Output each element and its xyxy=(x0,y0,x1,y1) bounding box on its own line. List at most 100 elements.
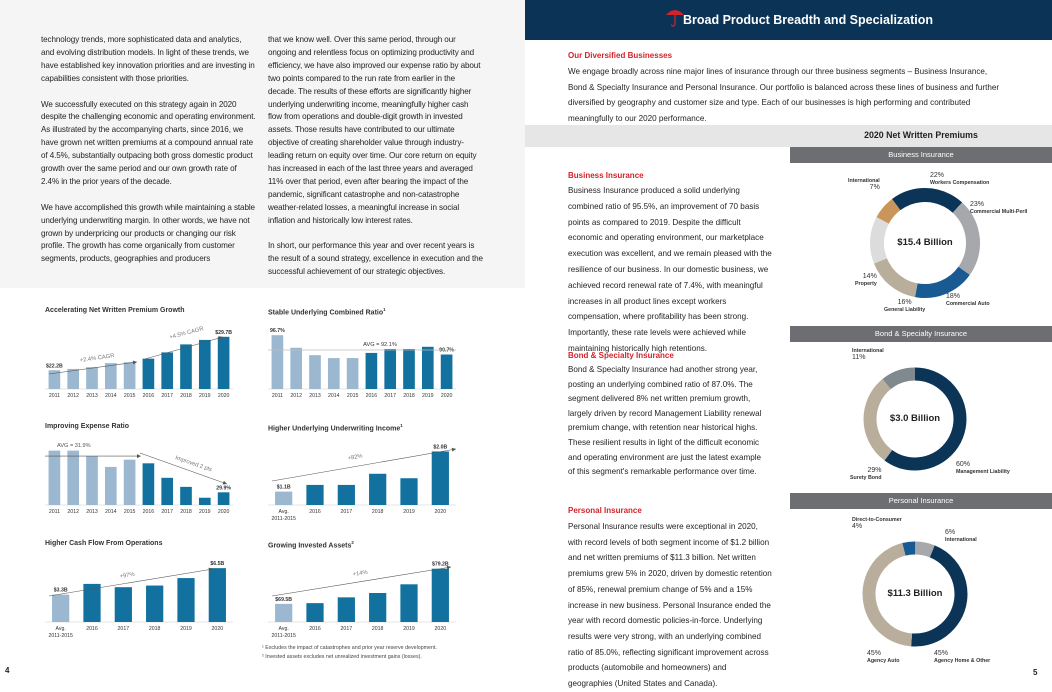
chart-title-text: Growing Invested Assets xyxy=(268,542,352,550)
arrowhead xyxy=(451,447,456,452)
tick-label: 2020 xyxy=(212,626,224,632)
donut-label: International 11% xyxy=(852,348,884,361)
donut-label: 16% General Liability xyxy=(884,299,926,313)
paragraph: We have accomplished this growth while m… xyxy=(41,202,255,264)
tick-label: 2011 xyxy=(49,393,60,399)
tick-label: 2011-2015 xyxy=(271,633,296,639)
average-label: AVG = 31.9% xyxy=(57,443,91,449)
tick-label: 2018 xyxy=(149,626,161,632)
donut-slice xyxy=(870,187,980,298)
slice-name: General Liability xyxy=(884,306,926,313)
nwp-band xyxy=(525,125,1052,147)
bar xyxy=(142,463,155,505)
nwp-title: 2020 Net Written Premiums xyxy=(864,130,978,140)
tick-label: 2019 xyxy=(199,509,211,515)
bar xyxy=(306,603,324,622)
growth-arrow xyxy=(139,452,228,485)
slice-percent: 45% xyxy=(867,650,882,657)
donut-label: Direct-to-Consumer 4% xyxy=(852,517,902,530)
intro-text: We engage broadly across nine major line… xyxy=(568,67,1000,123)
tick-label: 2014 xyxy=(105,509,117,515)
footnote-marker: 2 xyxy=(351,540,354,545)
slice-percent: 16% xyxy=(897,299,912,306)
bar xyxy=(403,349,415,389)
slice-name: Workers Compensation xyxy=(930,179,990,186)
donut-slice xyxy=(863,367,967,471)
bar xyxy=(114,587,132,622)
tick-label: 2020 xyxy=(435,509,447,515)
slice-percent: 22% xyxy=(930,172,945,179)
bar xyxy=(365,352,378,389)
chart-net-written-premium: Accelerating Net Written Premium Growth 2… xyxy=(45,307,245,417)
donut-chart xyxy=(862,541,968,647)
business-insurance-heading: Business Insurance xyxy=(568,171,644,180)
bar xyxy=(309,355,321,389)
footnote-2: ² Invested assets excludes net unrealize… xyxy=(262,654,422,660)
tick-label: 2017 xyxy=(118,626,130,632)
chart-title-text: Accelerating Net Written Premium Growth xyxy=(45,307,185,314)
slice-name: Commercial Multi-Peril xyxy=(970,208,1028,215)
page-title: Broad Product Breadth and Specialization xyxy=(683,13,934,27)
section-header: Broad Product Breadth and Specialization xyxy=(525,0,1052,40)
tick-label: 2020 xyxy=(441,393,453,399)
tick-label: 2017 xyxy=(341,626,353,632)
bar xyxy=(86,456,98,505)
chart-expense-ratio: Improving Expense Ratio 2011 2012 2013 2014 2… xyxy=(45,423,245,533)
tick-label: 2018 xyxy=(180,393,192,399)
donut-chart xyxy=(863,367,967,471)
paragraph: technology trends, more sophisticated da… xyxy=(41,35,255,83)
bar xyxy=(198,339,211,389)
tick-label: Avg. xyxy=(279,509,289,515)
donut-slice xyxy=(870,187,980,298)
bar xyxy=(104,466,117,505)
tick-label: 2015 xyxy=(124,393,136,399)
tick-label: 2014 xyxy=(105,393,117,399)
tick-label: 2020 xyxy=(435,626,447,632)
bar xyxy=(440,354,453,389)
personal-insurance-heading: Personal Insurance xyxy=(568,506,642,515)
slice-percent: 14% xyxy=(862,273,877,280)
bar xyxy=(48,450,61,505)
bar xyxy=(306,484,324,505)
umbrella-logo-icon xyxy=(666,10,684,27)
bar xyxy=(337,484,355,505)
tick-label: 2019 xyxy=(199,393,211,399)
bar xyxy=(369,593,387,622)
tick-label: 2017 xyxy=(161,509,173,515)
slice-percent: 7% xyxy=(869,183,880,191)
tick-label: 2018 xyxy=(403,393,415,399)
chart-title-text: Higher Cash Flow From Operations xyxy=(45,540,163,547)
slice-percent: 23% xyxy=(970,201,985,208)
tick-label: 2016 xyxy=(309,509,321,515)
bond-specialty-bar: Bond & Specialty Insurance xyxy=(790,326,1052,342)
bar-chart-svg: Avg.2011-2015 2016 2017 2018 2019 2020 $1.1B $2… xyxy=(268,444,457,522)
growth-arrow xyxy=(144,336,224,360)
bar xyxy=(86,367,98,389)
bar-chart-svg: 2011 2012 2013 2014 2015 2016 2017 2018 2019 2020… xyxy=(45,326,233,399)
business-insurance-bar: Business Insurance xyxy=(790,147,1052,163)
bar xyxy=(161,477,174,505)
data-label: $29.7B xyxy=(215,330,232,336)
tick-label: 2018 xyxy=(372,626,384,632)
tick-label: Avg. xyxy=(56,626,66,632)
tick-label: 2019 xyxy=(403,626,415,632)
donut-chart xyxy=(870,187,980,298)
growth-arrow xyxy=(48,361,138,375)
chart-underwriting-income: Higher Underlying Underwriting Income1 Av… xyxy=(268,423,468,533)
tick-label: 2020 xyxy=(218,509,230,515)
tick-label: 2019 xyxy=(180,626,192,632)
donut-label: 23% Commercial Multi-Peril xyxy=(970,201,1028,215)
annotation-label: +97% xyxy=(119,572,135,580)
arrowhead xyxy=(208,567,213,572)
data-label: $79.2B xyxy=(432,562,449,568)
paragraph: that we know well. Over this same period… xyxy=(268,35,481,225)
chart-cash-flow: Higher Cash Flow From Operations Avg. 2011… xyxy=(45,540,245,650)
bar xyxy=(421,346,434,389)
business-insurance-text: Business Insurance produced a solid unde… xyxy=(568,186,772,353)
donut-label: International 7% xyxy=(848,178,880,191)
tick-label: 2016 xyxy=(143,393,155,399)
bar xyxy=(275,491,293,505)
slice-percent: 6% xyxy=(945,529,956,536)
intro-heading: Our Diversified Businesses xyxy=(568,51,673,60)
donut-label: 45% Agency Home & Other xyxy=(934,650,990,664)
